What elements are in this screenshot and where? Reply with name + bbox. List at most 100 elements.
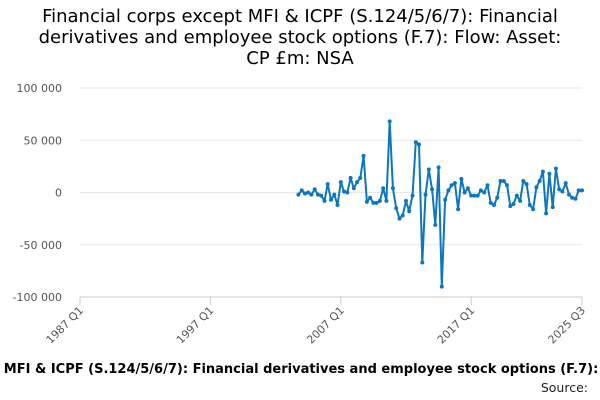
- data-point: [501, 179, 506, 183]
- data-point: [364, 199, 369, 204]
- x-tick-label: 2025 Q3: [546, 304, 589, 347]
- data-point: [570, 195, 575, 200]
- data-point: [492, 203, 496, 207]
- chart-title-line-1: Financial corps except MFI & ICPF (S.124…: [42, 6, 558, 27]
- data-point: [505, 183, 509, 188]
- data-point: [335, 203, 340, 207]
- data-point: [381, 186, 386, 191]
- data-point: [345, 190, 350, 195]
- data-point: [329, 197, 333, 202]
- data-point: [426, 167, 431, 172]
- data-point: [524, 182, 529, 187]
- data-point: [306, 190, 311, 195]
- data-point: [302, 191, 307, 196]
- chart-title: Financial corps except MFI & ICPF (S.124…: [0, 6, 600, 69]
- data-point: [325, 182, 330, 187]
- data-point: [452, 181, 457, 186]
- data-point: [361, 153, 366, 158]
- data-point: [443, 197, 448, 202]
- data-point: [439, 284, 444, 289]
- y-tick-label: 50 000: [24, 134, 63, 147]
- data-point: [456, 207, 461, 212]
- data-point: [446, 188, 451, 193]
- data-point: [498, 179, 503, 183]
- data-point: [465, 186, 470, 191]
- data-point: [342, 189, 346, 194]
- data-point: [332, 192, 337, 197]
- data-point: [485, 183, 490, 188]
- data-point: [534, 185, 539, 190]
- data-point: [469, 193, 474, 198]
- data-point: [544, 211, 549, 216]
- chart-title-line-2: derivatives and employee stock options (…: [38, 27, 562, 48]
- data-point: [407, 209, 412, 214]
- grid-lines: [80, 87, 582, 298]
- data-point: [358, 175, 363, 180]
- data-point: [553, 166, 558, 171]
- data-point: [573, 196, 578, 201]
- data-point: [420, 260, 425, 265]
- data-point: [478, 188, 483, 193]
- data-point: [312, 187, 317, 192]
- data-point: [436, 165, 441, 170]
- data-point: [368, 195, 373, 200]
- source-label: Source:: [540, 380, 588, 395]
- data-point: [560, 189, 565, 194]
- data-point: [423, 192, 428, 197]
- data-point: [413, 140, 418, 145]
- data-point: [550, 205, 555, 210]
- data-point: [316, 192, 320, 197]
- x-tick-label: 1997 Q1: [174, 304, 217, 347]
- data-point: [296, 192, 301, 197]
- data-point: [319, 193, 324, 198]
- data-point: [557, 187, 562, 192]
- data-point: [377, 198, 382, 203]
- y-tick-label: 0: [55, 187, 62, 200]
- x-tick-label: 1987 Q1: [44, 304, 87, 347]
- x-axis-label: ept MFI & ICPF (S.124/5/6/7): Financial …: [0, 362, 600, 377]
- data-point: [459, 176, 464, 181]
- data-point: [547, 171, 552, 176]
- data-point: [322, 198, 327, 203]
- data-point: [472, 193, 477, 198]
- y-tick-label: -100 000: [13, 291, 62, 304]
- data-point: [527, 203, 532, 207]
- data-point: [462, 190, 467, 195]
- data-point: [567, 192, 571, 197]
- data-point: [338, 180, 343, 185]
- y-axis: 100 000 50 000 0 -50 000 -100 000: [13, 82, 62, 304]
- y-tick-label: -50 000: [20, 239, 62, 252]
- data-point: [433, 222, 438, 227]
- data-point: [348, 175, 353, 180]
- y-tick-label: 100 000: [17, 82, 63, 95]
- data-point: [521, 179, 526, 183]
- data-point: [351, 186, 356, 191]
- series-layer: [296, 119, 584, 289]
- data-point: [410, 193, 415, 198]
- data-point: [576, 188, 581, 193]
- data-point: [404, 198, 408, 203]
- data-point: [482, 190, 487, 195]
- chart-title-line-3: CP £m: NSA: [246, 48, 354, 69]
- data-point: [417, 142, 421, 147]
- data-point: [514, 193, 519, 198]
- series-line: [297, 120, 582, 288]
- data-point: [508, 204, 513, 209]
- data-point: [394, 206, 399, 211]
- data-point: [384, 198, 389, 203]
- data-point: [511, 202, 516, 206]
- data-point: [531, 207, 536, 212]
- data-point: [475, 193, 480, 198]
- data-point: [518, 198, 523, 203]
- data-point: [390, 186, 395, 191]
- data-point: [495, 195, 500, 200]
- x-tick-label: 2017 Q1: [435, 304, 478, 347]
- data-point: [540, 169, 545, 174]
- data-point: [371, 200, 376, 205]
- data-point: [387, 119, 392, 124]
- data-point: [537, 179, 542, 183]
- data-point: [449, 183, 454, 188]
- data-point: [299, 188, 304, 193]
- data-point: [563, 181, 568, 186]
- data-point: [400, 213, 405, 218]
